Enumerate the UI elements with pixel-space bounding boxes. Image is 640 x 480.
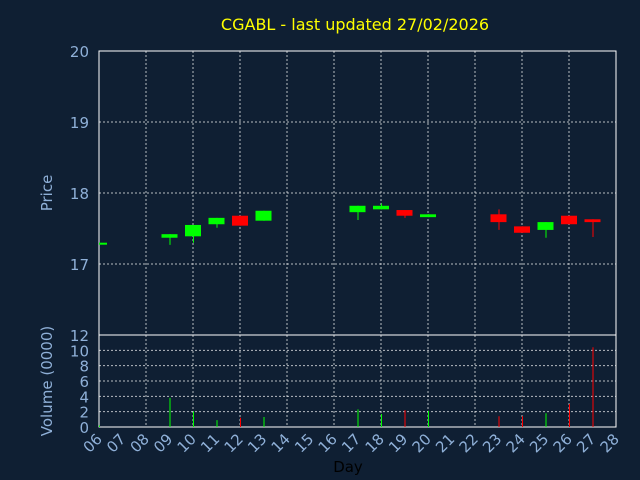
candle-body [420, 214, 436, 218]
volume-tick-label: 6 [79, 373, 89, 391]
x-axis-label: Day [333, 458, 363, 476]
chart-title: CGABL - last updated 27/02/2026 [221, 15, 489, 34]
volume-tick-label: 8 [79, 358, 89, 376]
candle-body [255, 210, 272, 221]
candle-body [396, 210, 413, 216]
candle-body [561, 215, 577, 225]
candle-body [584, 219, 601, 223]
y-tick-label: 18 [70, 185, 89, 203]
candle-body [208, 217, 225, 225]
volume-tick-label: 2 [79, 404, 89, 422]
y-tick-label: 19 [70, 114, 89, 132]
candle-body [373, 205, 389, 210]
candle-body [185, 224, 201, 237]
candle-body [490, 214, 507, 223]
volume-axis-label: Volume (0000) [38, 326, 56, 436]
candle-body [349, 205, 366, 213]
volume-tick-label: 12 [70, 327, 89, 345]
candle-body [514, 226, 530, 233]
candle-body [537, 222, 554, 230]
candle-body [232, 215, 248, 226]
candle-body [161, 234, 178, 238]
volume-tick-label: 4 [79, 388, 89, 406]
candle-body [99, 242, 107, 245]
y-tick-label: 20 [70, 43, 89, 61]
y-tick-label: 17 [70, 256, 89, 274]
y-axis-label: Price [38, 175, 56, 212]
volume-tick-label: 10 [70, 342, 89, 360]
volume-tick-label: 0 [79, 419, 89, 437]
